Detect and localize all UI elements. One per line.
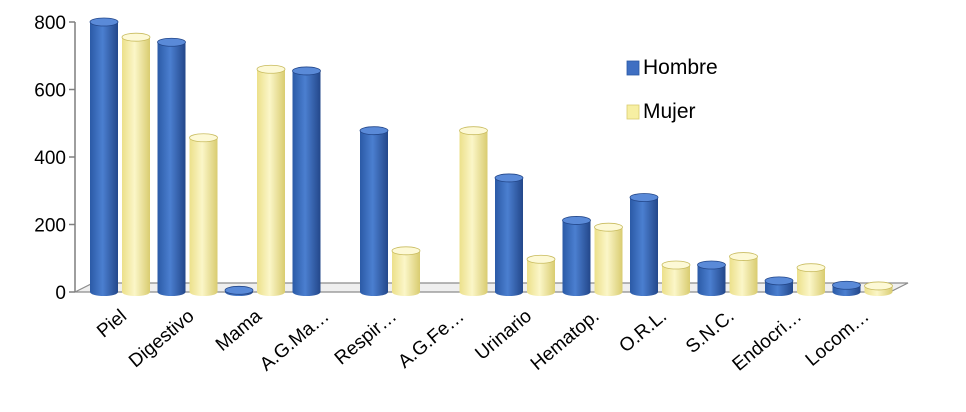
bars-group	[89, 17, 893, 296]
bar-mujer-3	[256, 64, 286, 296]
x-tick-label: Piel	[93, 306, 131, 342]
x-tick-label: Locom…	[802, 306, 874, 371]
y-axis: 0 200 400 600 800	[34, 13, 76, 304]
bar-mujer-11	[796, 263, 826, 296]
x-tick-label: Digestivo	[125, 306, 198, 372]
bar-mujer-12	[864, 281, 893, 296]
y-tick-label: 600	[34, 81, 66, 102]
bar-mujer-9	[661, 260, 691, 296]
x-tick-label: Endocri…	[729, 306, 806, 376]
bar-mujer-7	[526, 254, 556, 296]
bar-hombre-11	[764, 276, 794, 296]
bar-hombre-2	[157, 37, 186, 296]
bar-hombre-9	[629, 193, 659, 296]
y-tick-label: 0	[55, 283, 66, 304]
bar-mujer-6	[459, 126, 488, 296]
y-tick-label: 400	[34, 148, 66, 169]
x-tick-label: A.G.Ma…	[256, 306, 333, 376]
bar-hombre-10	[697, 260, 726, 296]
x-tick-label: O.R.L.	[615, 306, 671, 357]
bar-hombre-7	[494, 173, 524, 296]
x-tick-label: Respir…	[331, 306, 401, 370]
bar-mujer-2	[189, 133, 218, 296]
legend-label-mujer: Mujer	[643, 100, 696, 123]
y-tick-label: 200	[34, 216, 66, 237]
bar-hombre-1	[89, 17, 119, 296]
bar-mujer-8	[594, 222, 623, 296]
legend-label-hombre: Hombre	[643, 56, 718, 79]
legend-swatch-hombre	[626, 60, 640, 76]
bar-hombre-5	[359, 126, 389, 296]
bar-mujer-10	[729, 252, 758, 296]
y-tick-label: 800	[34, 13, 66, 34]
bar-hombre-3	[224, 285, 254, 296]
bar-hombre-12	[832, 280, 861, 296]
x-tick-label: Urinario	[471, 306, 535, 365]
x-tick-label: S.N.C.	[682, 306, 738, 358]
x-tick-label: A.G.Fe…	[394, 306, 468, 373]
bar-hombre-8	[562, 216, 591, 296]
bar-mujer-5	[391, 246, 421, 296]
x-tick-label: Mama	[212, 305, 266, 355]
legend: Hombre Mujer	[626, 56, 718, 123]
bar-mujer-1	[121, 32, 151, 296]
x-tick-label: Hematop.	[527, 306, 604, 375]
legend-swatch-mujer	[626, 104, 640, 120]
bar-hombre-4	[292, 66, 321, 296]
